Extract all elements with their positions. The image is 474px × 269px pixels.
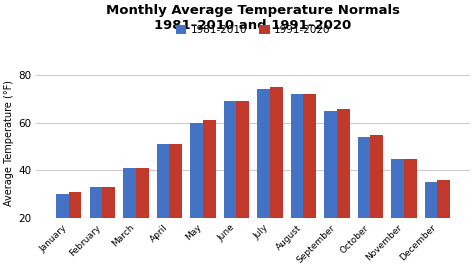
Bar bbox=[169, 144, 182, 266]
Bar bbox=[303, 94, 316, 266]
Bar bbox=[324, 111, 337, 266]
Bar bbox=[90, 187, 102, 266]
Bar bbox=[358, 137, 370, 266]
Bar bbox=[404, 158, 417, 266]
Bar bbox=[237, 101, 249, 266]
Bar bbox=[337, 108, 350, 266]
Y-axis label: Average Temperature (°F): Average Temperature (°F) bbox=[4, 80, 14, 206]
Bar bbox=[425, 182, 438, 266]
Bar bbox=[291, 94, 303, 266]
Bar bbox=[270, 87, 283, 266]
Bar bbox=[69, 192, 82, 266]
Bar bbox=[370, 135, 383, 266]
Bar bbox=[56, 194, 69, 266]
Bar bbox=[224, 101, 237, 266]
Bar bbox=[190, 123, 203, 266]
Legend: 1981-2010, 1991-2020: 1981-2010, 1991-2020 bbox=[176, 25, 330, 35]
Bar bbox=[203, 121, 216, 266]
Bar bbox=[156, 144, 169, 266]
Bar bbox=[257, 90, 270, 266]
Bar bbox=[136, 168, 148, 266]
Bar bbox=[102, 187, 115, 266]
Title: Monthly Average Temperature Normals
1981–2010 and 1991–2020: Monthly Average Temperature Normals 1981… bbox=[106, 4, 400, 32]
Bar bbox=[123, 168, 136, 266]
Bar bbox=[391, 158, 404, 266]
Bar bbox=[438, 180, 450, 266]
